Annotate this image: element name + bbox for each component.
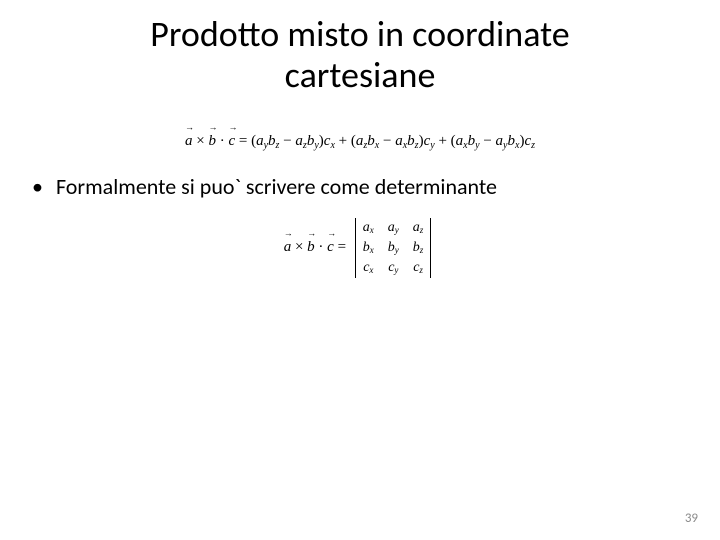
slide-title: Prodotto misto in coordinate cartesiane — [0, 0, 720, 97]
determinant-lhs: →a × →b · →c = — [284, 239, 350, 255]
page-number: 39 — [685, 511, 698, 526]
bullet-marker: • — [32, 173, 56, 200]
title-line-2: cartesiane — [285, 53, 436, 97]
bullet-text: Formalmente si puo` scrivere come determ… — [56, 173, 497, 200]
determinant-matrix: ax ay az bx by bz cx cy cz — [350, 218, 437, 278]
title-line-1: Prodotto misto in coordinate — [150, 12, 569, 56]
formula-expression: →a × →b · →c = (aybz − azby)cx + (azbx −… — [185, 133, 535, 149]
determinant-formula: →a × →b · →c = ax ay az bx by bz cx cy c… — [0, 218, 720, 278]
mixed-product-formula: →a × →b · →c = (aybz − azby)cx + (azbx −… — [0, 131, 720, 151]
slide: Prodotto misto in coordinate cartesiane … — [0, 0, 720, 540]
bullet-item: • Formalmente si puo` scrivere come dete… — [0, 173, 720, 200]
